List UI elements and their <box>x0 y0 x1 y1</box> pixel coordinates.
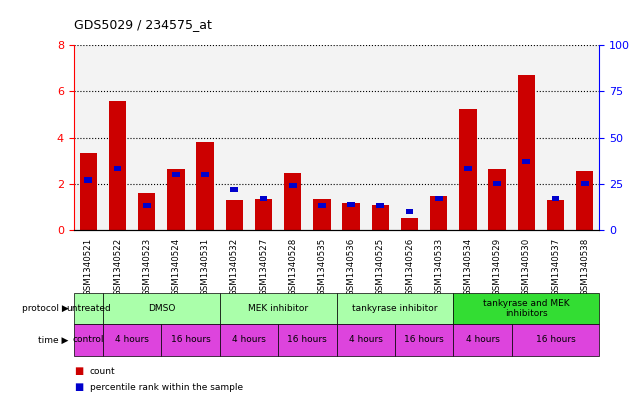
Bar <box>512 45 541 230</box>
Text: MEK inhibitor: MEK inhibitor <box>248 304 308 313</box>
Bar <box>74 293 103 324</box>
Bar <box>337 324 395 356</box>
Bar <box>401 219 419 230</box>
Bar <box>552 196 560 201</box>
Bar <box>230 187 238 192</box>
Bar <box>254 199 272 230</box>
Bar <box>113 166 121 171</box>
Text: untreated: untreated <box>66 304 111 313</box>
Bar <box>453 324 512 356</box>
Bar <box>103 45 132 230</box>
Bar <box>167 169 185 230</box>
Bar <box>337 293 453 324</box>
Text: 16 hours: 16 hours <box>171 336 210 344</box>
Bar <box>395 324 453 356</box>
Bar <box>464 166 472 171</box>
Bar <box>570 45 599 230</box>
Bar <box>581 181 588 186</box>
Bar <box>372 204 389 230</box>
Text: 4 hours: 4 hours <box>349 336 383 344</box>
Bar <box>85 178 92 183</box>
Bar <box>547 200 564 230</box>
Bar <box>201 172 209 177</box>
Text: 16 hours: 16 hours <box>536 336 576 344</box>
Bar <box>196 142 214 230</box>
Bar <box>313 199 331 230</box>
Bar <box>541 45 570 230</box>
Bar <box>103 324 162 356</box>
Bar <box>79 152 97 230</box>
Bar <box>103 293 220 324</box>
Text: ■: ■ <box>74 382 83 392</box>
Bar <box>459 109 477 230</box>
Bar <box>522 159 530 164</box>
Bar <box>576 171 594 230</box>
Bar <box>488 169 506 230</box>
Text: time ▶: time ▶ <box>38 336 69 344</box>
Bar <box>347 202 355 207</box>
Text: GDS5029 / 234575_at: GDS5029 / 234575_at <box>74 18 212 31</box>
Text: tankyrase inhibitor: tankyrase inhibitor <box>352 304 438 313</box>
Bar <box>376 203 384 208</box>
Bar <box>220 324 278 356</box>
Bar <box>406 209 413 214</box>
Text: 4 hours: 4 hours <box>232 336 266 344</box>
Bar <box>512 324 599 356</box>
Text: protocol ▶: protocol ▶ <box>22 304 69 313</box>
Text: DMSO: DMSO <box>147 304 175 313</box>
Bar <box>395 45 424 230</box>
Bar <box>138 193 156 230</box>
Bar <box>109 101 126 230</box>
Bar <box>278 45 307 230</box>
Bar <box>220 45 249 230</box>
Bar <box>260 196 267 201</box>
Text: control: control <box>72 336 104 344</box>
Text: tankyrase and MEK
inhibitors: tankyrase and MEK inhibitors <box>483 299 570 318</box>
Bar <box>162 324 220 356</box>
Bar <box>249 45 278 230</box>
Bar <box>435 196 443 201</box>
Text: count: count <box>90 367 115 376</box>
Bar <box>424 45 453 230</box>
Bar <box>220 293 337 324</box>
Bar <box>366 45 395 230</box>
Text: percentile rank within the sample: percentile rank within the sample <box>90 383 243 391</box>
Bar <box>289 183 297 188</box>
Bar <box>430 196 447 230</box>
Bar <box>453 45 483 230</box>
Bar <box>284 173 301 230</box>
Bar <box>190 45 220 230</box>
Text: 16 hours: 16 hours <box>287 336 327 344</box>
Bar <box>226 200 243 230</box>
Bar <box>493 181 501 186</box>
Text: 4 hours: 4 hours <box>115 336 149 344</box>
Bar <box>337 45 366 230</box>
Bar <box>517 75 535 230</box>
Bar <box>172 172 180 177</box>
Bar <box>162 45 190 230</box>
Bar <box>74 45 103 230</box>
Bar <box>453 293 599 324</box>
Bar <box>74 324 103 356</box>
Text: ■: ■ <box>74 366 83 376</box>
Bar <box>143 203 151 208</box>
Bar <box>483 45 512 230</box>
Bar <box>318 203 326 208</box>
Bar <box>278 324 337 356</box>
Bar <box>132 45 162 230</box>
Bar <box>342 203 360 230</box>
Bar <box>307 45 337 230</box>
Text: 4 hours: 4 hours <box>465 336 499 344</box>
Text: 16 hours: 16 hours <box>404 336 444 344</box>
